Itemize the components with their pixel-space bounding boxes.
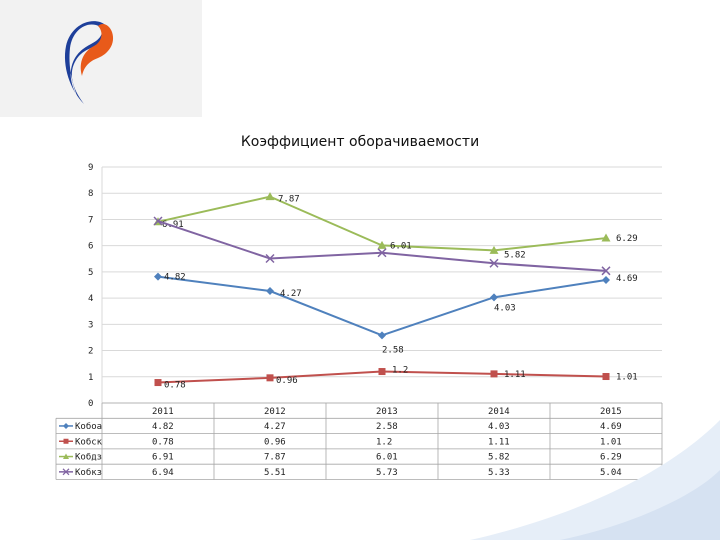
- table-cell: 6.29: [600, 453, 622, 463]
- table-cell: 5.33: [488, 468, 510, 478]
- table-cell: 6.94: [152, 468, 174, 478]
- table-cell: 4.27: [264, 422, 286, 432]
- y-tick-label: 8: [88, 189, 93, 199]
- data-label: 1.11: [504, 370, 526, 380]
- table-cell: 2.58: [376, 422, 398, 432]
- data-point: [489, 258, 499, 268]
- data-label: 0.78: [164, 381, 186, 391]
- table-cell: 0.78: [152, 437, 174, 447]
- data-label: 1.2: [392, 366, 408, 376]
- data-label: 4.82: [164, 273, 186, 283]
- y-tick-label: 6: [88, 242, 93, 252]
- data-point: [602, 276, 610, 285]
- series-line-0: [157, 275, 607, 337]
- table-cell: 5.04: [600, 468, 622, 478]
- data-point: [490, 293, 498, 302]
- data-label: 6.01: [390, 241, 412, 251]
- legend-marker: [63, 438, 69, 444]
- table-cell: 1.11: [488, 437, 510, 447]
- x-tick-label: 2015: [600, 407, 622, 417]
- legend-marker: [62, 468, 70, 476]
- data-point: [377, 248, 387, 258]
- data-point: [490, 370, 498, 378]
- data-point: [378, 368, 386, 376]
- data-point: [154, 272, 162, 281]
- data-point: [266, 374, 274, 382]
- data-label: 6.29: [616, 234, 638, 244]
- x-tick-label: 2014: [488, 407, 510, 417]
- table-cell: 5.73: [376, 468, 398, 478]
- rostelecom-logo-icon: [64, 21, 114, 104]
- data-point: [153, 216, 163, 226]
- x-tick-label: 2012: [264, 407, 286, 417]
- y-tick-label: 0: [88, 399, 93, 409]
- table-cell: 6.01: [376, 453, 398, 463]
- data-label: 2.58: [382, 345, 404, 355]
- chart-title: Коэффициент оборачиваемости: [240, 134, 480, 150]
- y-tick-label: 1: [88, 373, 93, 383]
- y-tick-label: 9: [88, 163, 93, 173]
- y-tick-label: 5: [88, 268, 93, 278]
- data-label: 4.03: [494, 303, 516, 313]
- data-point: [265, 253, 275, 264]
- table-cell: 4.03: [488, 422, 510, 432]
- table-cell: 1.2: [376, 437, 392, 447]
- data-point: [602, 373, 610, 381]
- data-point: [265, 192, 275, 201]
- legend-marker: [63, 453, 69, 460]
- legend-entry: Кобкз: [75, 467, 102, 478]
- logo-panel: [0, 0, 202, 117]
- table-cell: 6.91: [152, 453, 174, 463]
- data-label: 5.82: [504, 250, 526, 260]
- x-tick-label: 2011: [152, 407, 174, 417]
- legend-marker: [63, 422, 69, 429]
- data-point: [154, 379, 162, 387]
- y-tick-label: 4: [88, 294, 93, 304]
- table-cell: 7.87: [264, 453, 286, 463]
- decorative-swoosh: [560, 470, 720, 540]
- y-tick-label: 7: [88, 215, 93, 225]
- legend-entry: Кобдз: [75, 452, 102, 463]
- data-label: 4.69: [616, 274, 638, 284]
- table-cell: 1.01: [600, 437, 622, 447]
- table-cell: 5.51: [264, 468, 286, 478]
- data-label: 4.27: [280, 289, 302, 299]
- table-cell: 0.96: [264, 437, 286, 447]
- x-tick-label: 2013: [376, 407, 398, 417]
- data-label: 6.91: [162, 220, 184, 230]
- data-point: [489, 245, 499, 254]
- legend-entry: Кобск: [75, 436, 103, 447]
- data-point: [601, 233, 611, 242]
- table-cell: 4.69: [600, 422, 622, 432]
- data-point: [377, 240, 387, 249]
- data-point: [266, 287, 274, 296]
- legend-entry: Кобоа: [75, 421, 102, 432]
- data-point: [601, 266, 611, 276]
- data-label: 0.96: [276, 376, 298, 386]
- y-tick-label: 3: [88, 320, 93, 330]
- table-cell: 5.82: [488, 453, 510, 463]
- data-label: 1.01: [616, 373, 638, 383]
- y-tick-label: 2: [88, 347, 93, 357]
- data-point: [378, 331, 386, 340]
- data-label: 7.87: [278, 195, 300, 205]
- table-cell: 4.82: [152, 422, 174, 432]
